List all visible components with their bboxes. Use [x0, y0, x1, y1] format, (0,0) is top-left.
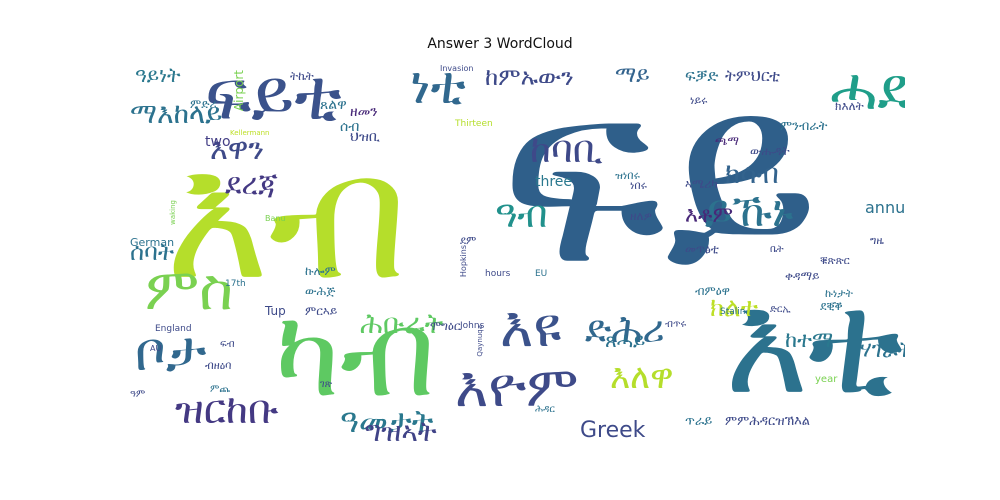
- word: ድርኢ: [770, 304, 791, 315]
- word: AU: [150, 344, 162, 353]
- word: two: [205, 134, 231, 150]
- word: ግዝኣት: [365, 415, 437, 448]
- word: ኩሎም: [305, 264, 336, 278]
- word: hours: [485, 269, 511, 279]
- word: እዩ: [500, 295, 562, 360]
- word: ሰብ: [340, 119, 360, 135]
- word-cloud: ፍይ እብ እቲ ካብ ፍይቲ ሓደ ምስ እዮም እዩ ቦታ ነቲ ዝርከቡ …: [125, 60, 905, 448]
- word: ነይሩ: [690, 94, 708, 107]
- word: ህዝቢ: [350, 129, 380, 145]
- word: German: [130, 236, 175, 249]
- word: ክእለት: [835, 99, 864, 113]
- word: እዮም: [455, 355, 579, 420]
- word: ትኬት: [290, 69, 314, 83]
- word: ዝነበሩ: [615, 169, 640, 182]
- word: እለዋ: [610, 357, 674, 397]
- word: annually: [865, 198, 905, 217]
- word: ፍብ: [220, 339, 235, 350]
- word: ምንብራት: [780, 119, 828, 134]
- word: ዓብ: [495, 192, 548, 236]
- word: ደቒቕ: [820, 299, 843, 313]
- word: ጸሓይ: [605, 328, 646, 352]
- word: ምርኣይ: [305, 304, 338, 318]
- word: ዓይነት: [135, 63, 181, 87]
- word: ሕቡራት: [360, 307, 444, 340]
- chart-title: Answer 3 WordCloud: [427, 36, 573, 52]
- word: Invasion: [440, 64, 474, 73]
- word: ውሕጅ: [305, 284, 336, 298]
- word: እቶም: [685, 203, 734, 228]
- word: ጫማ: [715, 134, 739, 148]
- word: ኣሜሪካ: [685, 177, 718, 191]
- word: ማይ: [615, 63, 650, 88]
- word: ዓም: [130, 389, 146, 400]
- word: ሰባት: [130, 238, 175, 266]
- word: waking: [169, 200, 177, 225]
- word: ትምህርቲ: [725, 66, 780, 85]
- word: ኩነታት: [825, 287, 853, 300]
- word: ገጽ: [320, 379, 332, 390]
- word: ውሑዳት: [750, 144, 790, 158]
- word: Banu: [265, 214, 286, 223]
- word: Stalin: [720, 307, 746, 317]
- word: ምምሕዳርዝኽእል: [725, 414, 811, 429]
- word: Airport: [232, 70, 246, 112]
- word: Thirteen: [455, 119, 493, 129]
- word: Greek: [580, 418, 646, 443]
- word: ዘለዎ: [630, 209, 653, 223]
- word: ግዜ: [870, 234, 884, 247]
- word: ጸልዋ: [320, 97, 347, 113]
- word: ነበሩ: [630, 179, 647, 192]
- word: እዋን: [210, 132, 265, 167]
- word: EU: [535, 269, 548, 279]
- word: መጥፅቲ: [685, 242, 719, 256]
- word: Kellermann: [230, 129, 270, 137]
- word: ብምዕዋ: [695, 284, 730, 298]
- word: ሕዳር: [535, 404, 555, 415]
- word: ፍቓድ: [685, 66, 719, 85]
- word: ቤት: [770, 244, 784, 255]
- word: ፍይ: [500, 60, 819, 320]
- word: ምድሪ: [190, 97, 217, 111]
- word: Hopkins: [459, 245, 468, 278]
- word: እቲ: [725, 263, 903, 426]
- word: Qaynuqa: [476, 325, 484, 357]
- word: ምስ: [145, 255, 234, 323]
- word: ቑጽጽር: [820, 254, 850, 267]
- word: ደረጃ: [225, 167, 278, 202]
- word: ድሕሪ: [585, 307, 665, 351]
- word: ሞግዕር: [430, 319, 461, 333]
- word: year: [815, 374, 838, 385]
- word: ክልተ: [710, 293, 759, 323]
- word: ጥራይ: [685, 414, 713, 429]
- word: ቀዳማይ: [785, 269, 820, 283]
- word: ምጨ: [210, 384, 231, 395]
- word: three: [535, 174, 573, 190]
- word: ሃገራት: [860, 338, 905, 363]
- word: ደም: [460, 234, 477, 247]
- word: 17th: [225, 279, 246, 289]
- word: ከባቢ: [530, 127, 603, 171]
- word: ነቲ: [410, 60, 466, 116]
- word: ከተማ: [785, 328, 834, 353]
- word: ፍይቲ: [205, 60, 342, 136]
- word: ቦታ: [135, 320, 207, 383]
- word: Johns: [460, 321, 485, 331]
- word: ዘመን: [350, 104, 378, 120]
- word: እብ: [165, 116, 408, 319]
- word: ይኹኑ: [705, 186, 794, 237]
- word: ዝርከቡ: [175, 387, 279, 433]
- word: ብዘዕባ: [205, 359, 232, 372]
- word: ዓመታት: [340, 402, 434, 440]
- word: ከምኡውን: [485, 63, 574, 91]
- word: England: [155, 324, 192, 334]
- word: ካብ: [275, 285, 436, 424]
- word: ብጥሩ: [665, 319, 687, 330]
- word: ማእከላይ: [130, 97, 223, 130]
- word: ክሳብ: [725, 157, 779, 190]
- word: ሓደ: [830, 60, 905, 123]
- word: Tup: [265, 304, 286, 318]
